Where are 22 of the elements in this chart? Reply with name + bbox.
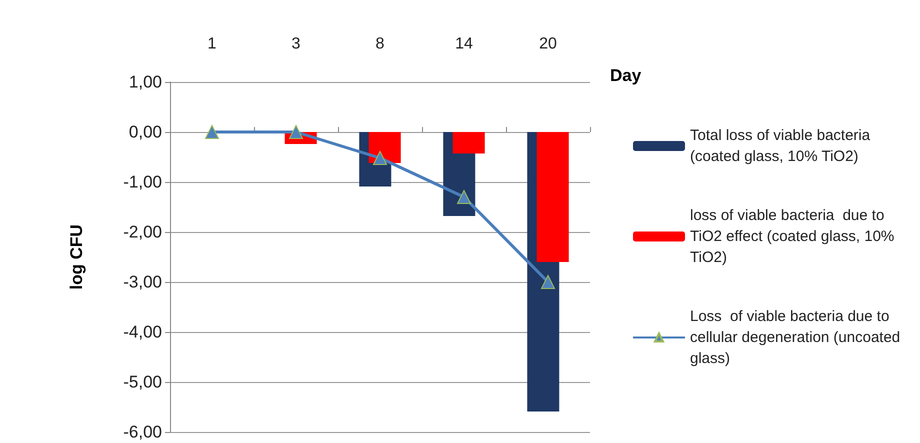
y-tick-label: -5,00 — [123, 372, 162, 392]
y-tick-label: -3,00 — [123, 272, 162, 292]
legend-label: Loss of viable bacteria due to cellular degeneration (uncoated glass) — [690, 308, 904, 367]
x-tick-label: 3 — [292, 36, 301, 52]
y-tick-label: 1,00 — [128, 72, 162, 92]
point — [457, 190, 471, 204]
y-axis-title: log CFU — [67, 224, 86, 290]
point — [205, 125, 219, 139]
y-tick-label: -4,00 — [123, 322, 162, 342]
x-tick-label: 8 — [376, 36, 385, 52]
legend-label: Total loss of viable bacteria (coated glass, 10% TiO2) — [690, 127, 874, 165]
y-tick-label: 0,00 — [128, 122, 162, 142]
point — [289, 125, 303, 139]
y-tick-label: -6,00 — [123, 422, 162, 442]
legend-label: loss of viable bacteria due to TiO2 effect (coated glass, 10% TiO2) — [690, 207, 898, 266]
y-tick-label: -2,00 — [123, 222, 162, 242]
x-tick-label: 20 — [539, 36, 557, 52]
x-tick-label: 14 — [455, 36, 473, 52]
point — [541, 275, 555, 289]
y-tick-label: -1,00 — [123, 172, 162, 192]
x-axis-title: Day — [610, 66, 642, 85]
x-tick-label: 1 — [208, 36, 217, 52]
